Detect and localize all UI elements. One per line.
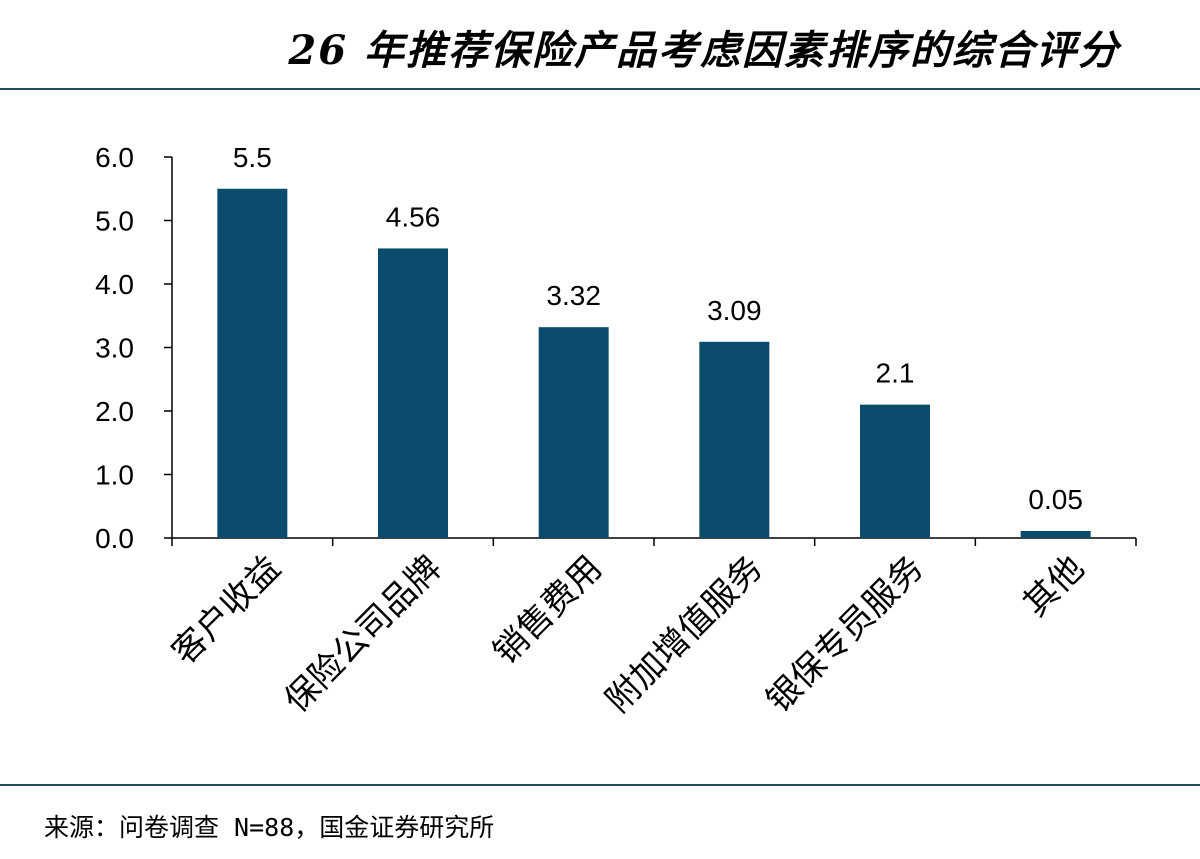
bar (217, 188, 288, 538)
y-tick-label: 3.0 (95, 333, 134, 364)
category-label: 客户收益 (164, 548, 288, 672)
y-tick-label: 0.0 (95, 523, 134, 554)
bar (860, 404, 930, 538)
data-label: 0.05 (1028, 484, 1083, 515)
data-label: 3.32 (546, 280, 601, 311)
data-label: 3.09 (707, 295, 762, 326)
data-label: 5.5 (233, 142, 272, 173)
chart-axes: 0.0 1.0 2.0 3.0 4.0 5.0 6.0 (95, 142, 1137, 554)
y-tick-label: 6.0 (95, 142, 134, 173)
bar (699, 341, 770, 538)
y-tick-label: 1.0 (95, 460, 134, 491)
chart-bars (217, 188, 1091, 538)
data-label: 2.1 (876, 358, 915, 389)
category-label: 销售费用 (486, 548, 610, 672)
title-divider (0, 88, 1200, 90)
source-note: 来源：问卷调查 N=88，国金证券研究所 (44, 813, 495, 842)
category-label: 保险公司品牌 (277, 548, 450, 721)
category-label: 其他 (1016, 548, 1092, 624)
bar (538, 327, 609, 538)
y-tick-label: 2.0 (95, 396, 134, 427)
category-label: 银保专员服务 (759, 548, 932, 721)
y-tick-label: 5.0 (95, 206, 134, 237)
chart-title: 26 年推荐保险产品考虑因素排序的综合评分 (288, 27, 1120, 74)
y-tick-label: 4.0 (95, 269, 134, 300)
data-label: 4.56 (386, 201, 441, 232)
bar (378, 248, 448, 538)
bar (1020, 531, 1091, 538)
source-divider (0, 784, 1200, 786)
chart-labels: 5.5 客户收益 4.56 保险公司品牌 3.32 销售费用 3.09 附加增值服务 2.1 银保… (164, 142, 1092, 721)
category-label: 附加增值服务 (598, 548, 771, 721)
